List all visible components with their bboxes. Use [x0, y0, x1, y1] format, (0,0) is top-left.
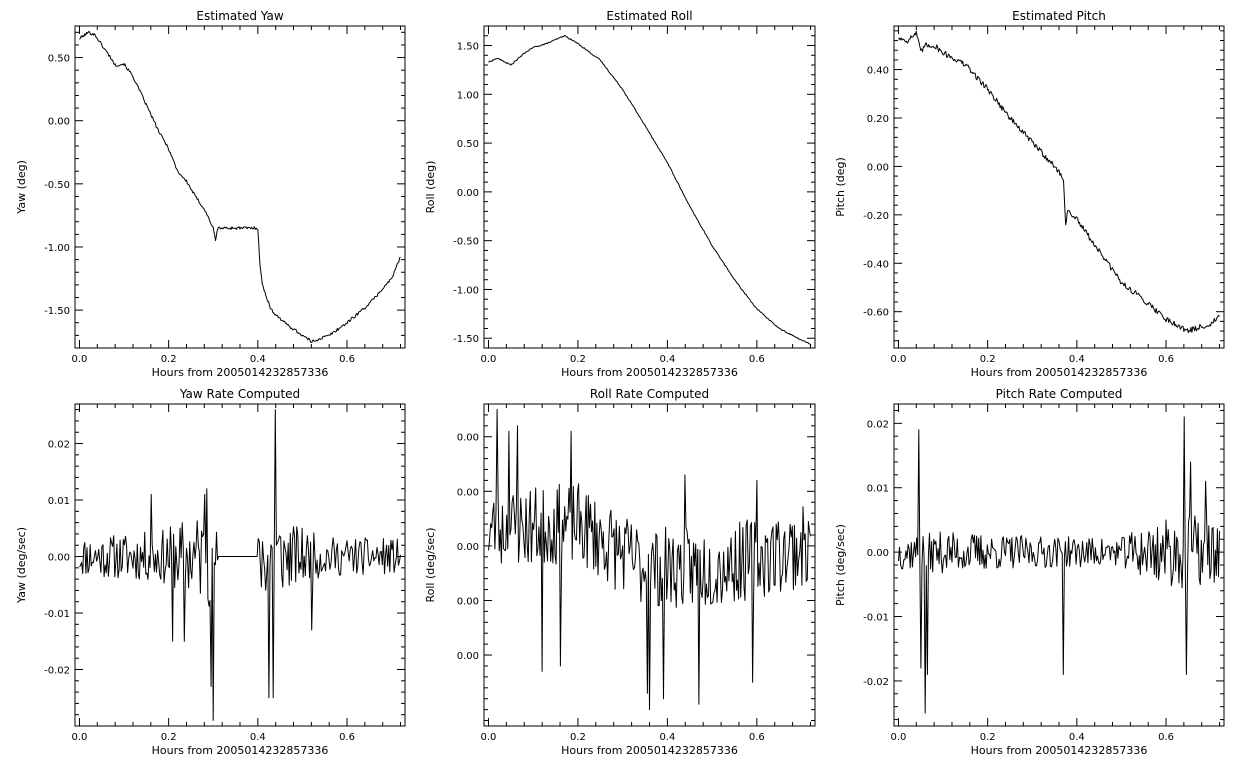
x-tick-label: 0.0 — [891, 354, 907, 365]
y-tick-label: -1.00 — [453, 285, 479, 296]
x-tick-label: 0.6 — [1158, 732, 1174, 743]
plot-frame — [74, 25, 406, 349]
x-axis-label: Hours from 2005014232857336 — [152, 366, 329, 379]
y-tick-label: 1.00 — [457, 90, 479, 101]
plot-frame — [74, 403, 406, 727]
x-tick-label: 0.6 — [749, 732, 765, 743]
x-tick-label: 0.0 — [72, 354, 88, 365]
y-axis-label: Roll (deg) — [424, 161, 437, 214]
plot-frame — [893, 25, 1225, 349]
series-line — [488, 35, 811, 345]
y-tick-label: 0.02 — [867, 419, 889, 430]
series-line — [79, 409, 401, 721]
y-tick-label: 0.50 — [457, 139, 479, 150]
chart-panel-5: Roll Rate Computed Hours from 20050142328… — [424, 387, 816, 757]
y-tick-label: -0.20 — [863, 211, 889, 222]
x-axis-label: Hours from 2005014232857336 — [971, 744, 1148, 757]
y-axis-label: Roll (deg/sec) — [424, 527, 437, 602]
chart-title: Estimated Roll — [606, 9, 692, 23]
y-tick-label: -0.40 — [863, 259, 889, 270]
chart-title: Roll Rate Computed — [590, 387, 709, 401]
x-tick-label: 0.4 — [659, 732, 675, 743]
y-tick-label: 0.00 — [48, 117, 70, 128]
x-axis-label: Hours from 2005014232857336 — [971, 366, 1148, 379]
y-tick-label: 0.00 — [457, 651, 479, 662]
x-tick-label: 0.2 — [980, 732, 996, 743]
x-tick-label: 0.0 — [481, 732, 497, 743]
y-tick-label: 0.00 — [48, 553, 70, 564]
y-tick-label: -0.50 — [453, 237, 479, 248]
x-tick-label: 0.0 — [481, 354, 497, 365]
y-axis-label: Yaw (deg) — [15, 160, 28, 215]
y-tick-label: -0.02 — [44, 666, 70, 677]
x-tick-label: 0.4 — [659, 354, 675, 365]
x-tick-label: 0.4 — [1069, 732, 1085, 743]
y-tick-label: -1.50 — [453, 334, 479, 345]
x-axis-label: Hours from 2005014232857336 — [561, 744, 738, 757]
x-tick-label: 0.4 — [250, 732, 266, 743]
chart-panel-2: Estimated Roll Hours from 200501423285733… — [424, 9, 816, 379]
x-tick-label: 0.2 — [161, 354, 177, 365]
y-tick-label: 0.00 — [457, 433, 479, 444]
x-tick-label: 0.2 — [161, 732, 177, 743]
x-tick-label: 0.6 — [339, 732, 355, 743]
plot-frame — [483, 25, 816, 349]
series-line — [79, 30, 401, 344]
y-tick-label: -1.50 — [44, 306, 70, 317]
y-tick-label: 0.01 — [867, 484, 889, 495]
y-tick-label: 1.50 — [457, 42, 479, 53]
series-line — [898, 416, 1220, 714]
chart-title: Estimated Yaw — [196, 9, 283, 23]
chart-title: Yaw Rate Computed — [179, 387, 300, 401]
x-axis-label: Hours from 2005014232857336 — [561, 366, 738, 379]
chart-title: Pitch Rate Computed — [996, 387, 1123, 401]
x-tick-label: 0.4 — [250, 354, 266, 365]
y-tick-label: 0.00 — [867, 548, 889, 559]
chart-panel-3: Estimated Pitch Hours from 20050142328573… — [834, 9, 1225, 379]
x-tick-label: 0.6 — [339, 354, 355, 365]
series-line — [488, 409, 811, 711]
y-tick-label: 0.00 — [457, 487, 479, 498]
y-tick-label: 0.01 — [48, 496, 70, 507]
y-tick-label: 0.00 — [457, 188, 479, 199]
y-tick-label: -0.50 — [44, 180, 70, 191]
y-axis-label: Pitch (deg/sec) — [834, 524, 847, 606]
y-tick-label: -0.60 — [863, 308, 889, 319]
y-tick-label: 0.20 — [867, 114, 889, 125]
y-tick-label: 0.02 — [48, 440, 70, 451]
x-tick-label: 0.6 — [749, 354, 765, 365]
chart-panel-6: Pitch Rate Computed Hours from 2005014232… — [834, 387, 1225, 757]
y-tick-label: -0.02 — [863, 677, 889, 688]
chart-panel-4: Yaw Rate Computed Hours from 200501423285… — [15, 387, 406, 757]
y-tick-label: 0.50 — [48, 54, 70, 65]
x-tick-label: 0.2 — [980, 354, 996, 365]
chart-title: Estimated Pitch — [1012, 9, 1106, 23]
x-tick-label: 0.6 — [1158, 354, 1174, 365]
y-tick-label: -0.01 — [44, 609, 70, 620]
x-tick-label: 0.0 — [891, 732, 907, 743]
y-tick-label: -1.00 — [44, 243, 70, 254]
y-tick-label: 0.00 — [457, 596, 479, 607]
x-tick-label: 0.0 — [72, 732, 88, 743]
y-axis-label: Yaw (deg/sec) — [15, 527, 28, 604]
y-tick-label: 0.00 — [867, 162, 889, 173]
y-axis-label: Pitch (deg) — [834, 157, 847, 217]
chart-panel-1: Estimated Yaw Hours from 2005014232857336… — [15, 9, 406, 379]
y-tick-label: 0.40 — [867, 66, 889, 77]
x-tick-label: 0.4 — [1069, 354, 1085, 365]
series-line — [898, 30, 1220, 334]
y-tick-label: -0.01 — [863, 613, 889, 624]
x-tick-label: 0.2 — [570, 354, 586, 365]
x-tick-label: 0.2 — [570, 732, 586, 743]
x-axis-label: Hours from 2005014232857336 — [152, 744, 329, 757]
y-tick-label: 0.00 — [457, 542, 479, 553]
